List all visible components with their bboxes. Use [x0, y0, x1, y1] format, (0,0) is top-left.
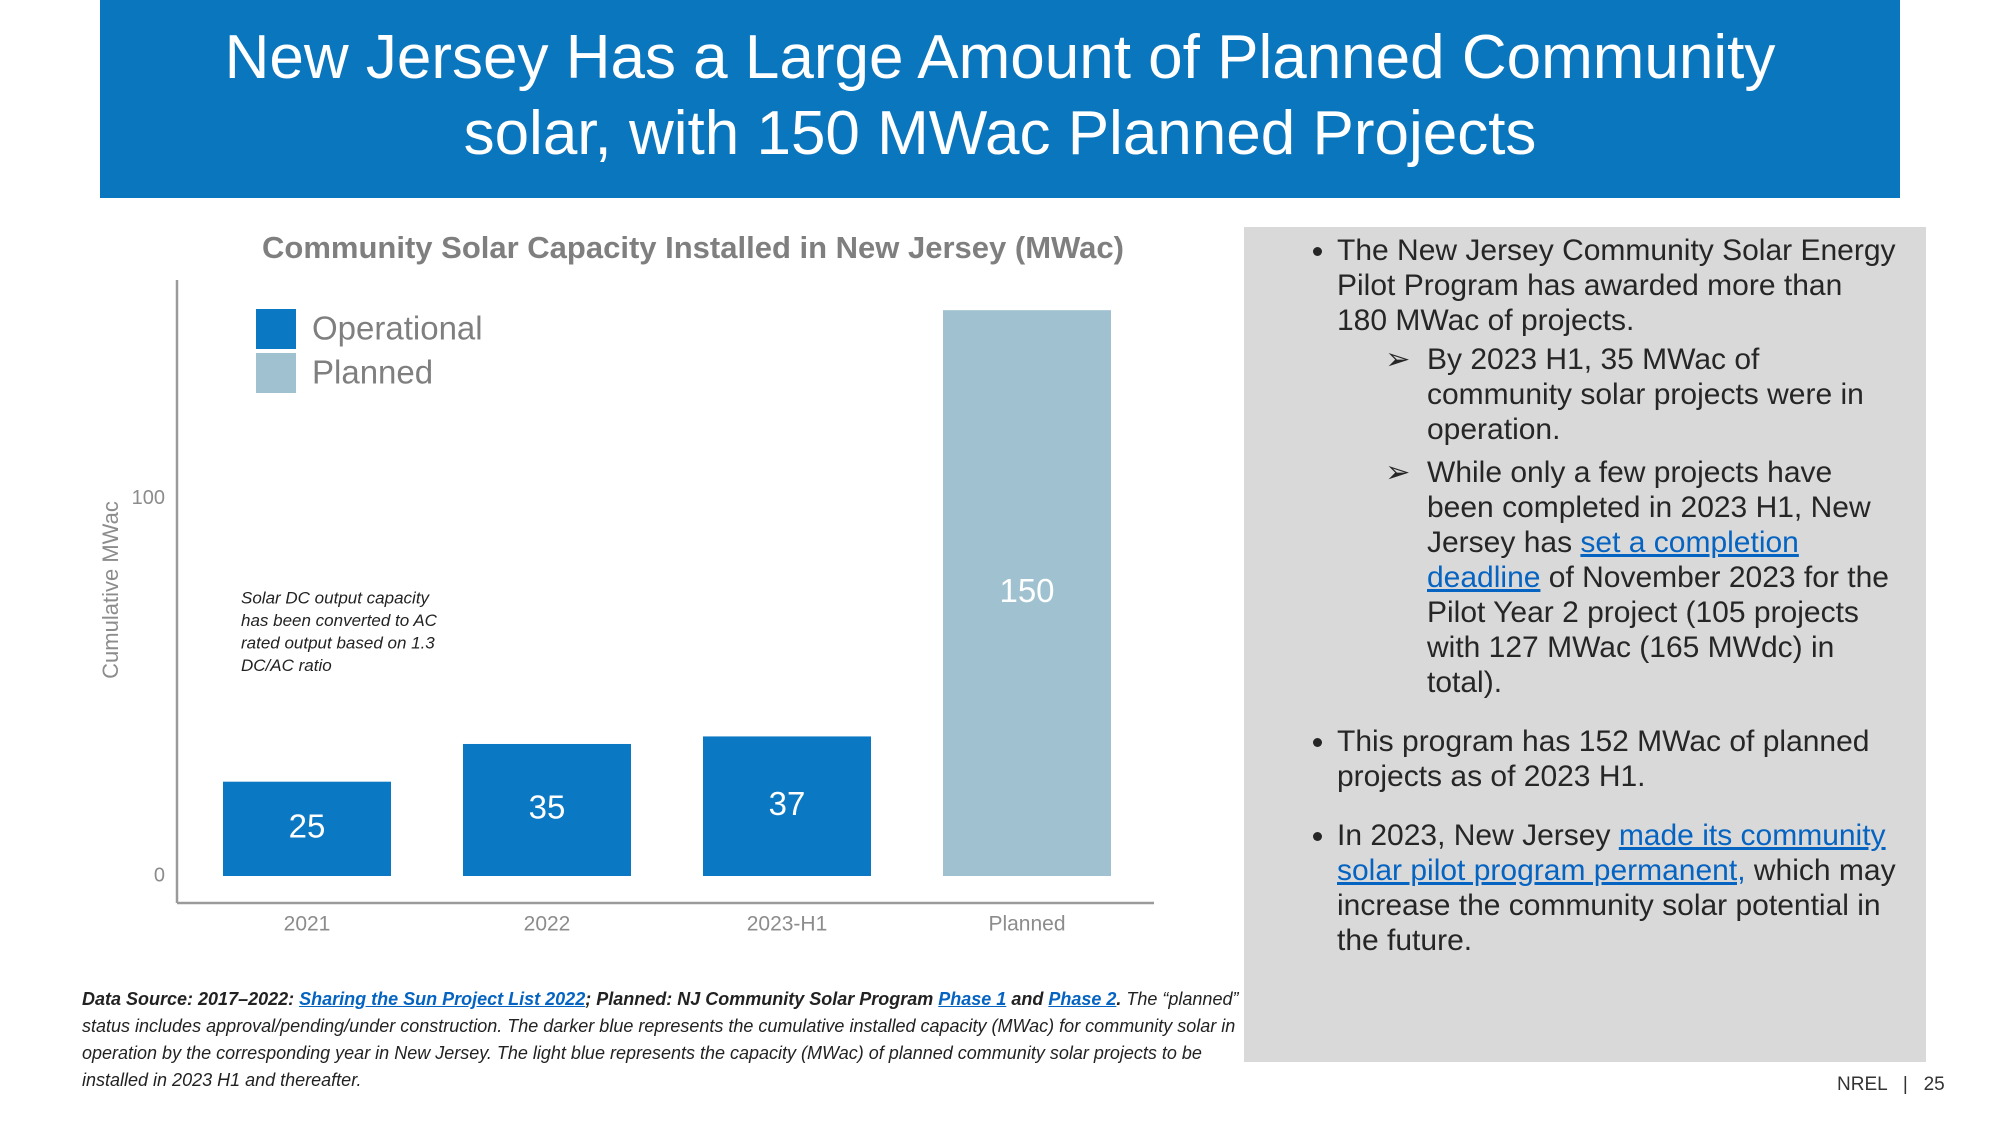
data-label: 35: [529, 789, 566, 826]
data-label: 37: [769, 785, 806, 822]
y-tick-label: 100: [132, 487, 165, 509]
sub-bullet-list: By 2023 H1, 35 MWac of community solar p…: [1337, 342, 1896, 700]
bar: [703, 736, 871, 876]
sub-bullet: While only a few projects have been comp…: [1427, 455, 1896, 700]
y-axis-label: Cumulative MWac: [98, 501, 123, 679]
annotation: has been converted to AC: [241, 611, 438, 630]
bullet-text: of November 2023 for the Pilot Year 2 pr…: [1427, 561, 1889, 699]
source-link[interactable]: Phase 2: [1048, 989, 1117, 1009]
bullet-text: While only a few projects have been comp…: [1427, 456, 1871, 559]
legend-label: Operational: [312, 310, 483, 347]
bullet-text: In 2023, New Jersey: [1337, 819, 1619, 852]
bullet: The New Jersey Community Solar Energy Pi…: [1337, 233, 1896, 700]
data-label: 150: [999, 572, 1054, 609]
bar: [943, 310, 1111, 876]
footer: NREL | 25: [1837, 1074, 1945, 1096]
legend-swatch: [256, 353, 296, 393]
title-line: solar, with 150 MWac Planned Projects: [463, 99, 1537, 168]
bullet-text: The New Jersey Community Solar Energy Pi…: [1337, 234, 1896, 337]
title-line: New Jersey Has a Large Amount of Planned…: [224, 23, 1776, 92]
legend-swatch: [256, 309, 296, 349]
bullet: This program has 152 MWac of planned pro…: [1337, 724, 1896, 794]
bar: [223, 781, 391, 876]
bar: [463, 743, 631, 876]
bullet-text: which may increase the community solar p…: [1337, 854, 1896, 957]
bullet-text: By 2023 H1, 35 MWac of community solar p…: [1427, 343, 1864, 446]
bullet-text: This program has 152 MWac of planned pro…: [1337, 725, 1870, 793]
link[interactable]: made its community solar pilot program p…: [1337, 819, 1886, 887]
link[interactable]: set a completion deadline: [1427, 526, 1799, 594]
source-text: ; Planned: NJ Community Solar Program: [585, 989, 939, 1009]
x-tick-label: 2022: [524, 913, 571, 936]
title-banner: New Jersey Has a Large Amount of Planned…: [100, 0, 1900, 198]
x-tick-label: 2023-H1: [747, 913, 828, 936]
source-link[interactable]: Phase 1: [938, 989, 1007, 1009]
legend-label: Planned: [312, 354, 433, 391]
source-text: and: [1006, 989, 1049, 1009]
bullet-panel: The New Jersey Community Solar Energy Pi…: [1244, 227, 1926, 1062]
data-label: 25: [289, 808, 326, 845]
x-tick-label: 2021: [284, 913, 331, 936]
source-link[interactable]: Sharing the Sun Project List 2022: [299, 989, 586, 1009]
annotation: DC/AC ratio: [241, 656, 332, 675]
footer-separator: |: [1902, 1074, 1908, 1095]
source-text: .: [1116, 989, 1122, 1009]
sub-bullet: By 2023 H1, 35 MWac of community solar p…: [1427, 342, 1896, 447]
bullet: In 2023, New Jersey made its community s…: [1337, 818, 1896, 958]
source-text: Data Source: 2017–2022:: [82, 989, 300, 1009]
page-number: 25: [1923, 1074, 1945, 1095]
bullet-list: The New Jersey Community Solar Energy Pi…: [1244, 233, 1896, 958]
source-note: Data Source: 2017–2022: Sharing the Sun …: [82, 986, 1242, 1094]
y-tick-label: 0: [154, 864, 165, 886]
annotation: rated output based on 1.3: [241, 633, 435, 652]
x-tick-label: Planned: [988, 913, 1065, 936]
chart: Community Solar Capacity Installed in Ne…: [98, 230, 1154, 936]
chart-title: Community Solar Capacity Installed in Ne…: [262, 230, 1124, 265]
footer-org: NREL: [1837, 1074, 1887, 1095]
annotation: Solar DC output capacity: [241, 588, 431, 607]
source-text: The “planned” status includes approval/p…: [82, 989, 1239, 1090]
